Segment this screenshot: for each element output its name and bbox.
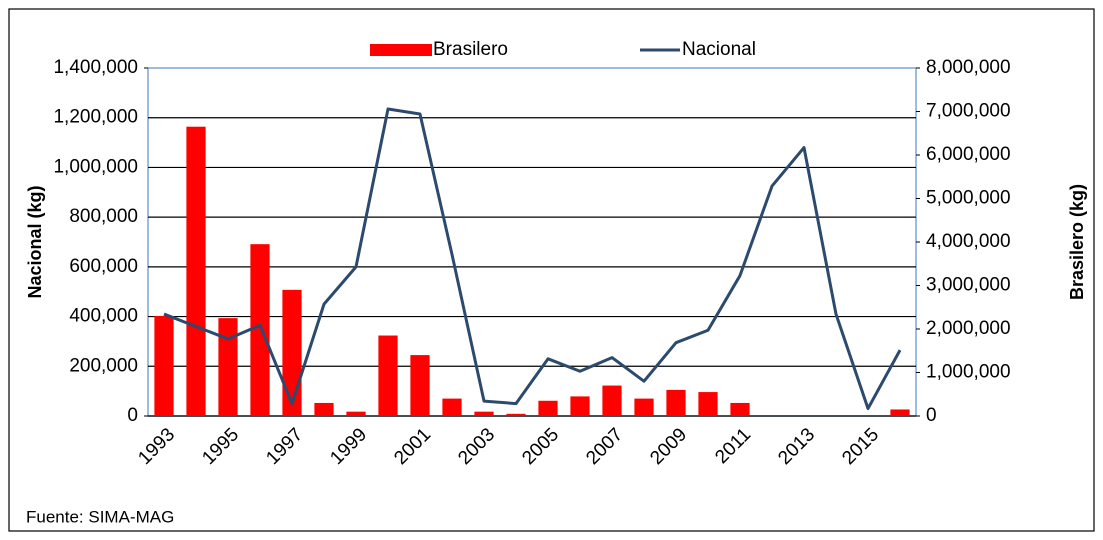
y2-tick-label: 2,000,000 [926,318,1011,339]
y2-tick-label: 3,000,000 [926,275,1011,296]
bar [506,413,526,416]
x-tick-label: 1993 [134,424,179,469]
y2-tick-label: 1,000,000 [926,362,1011,383]
y-tick-label: 600,000 [69,256,138,277]
y-axis-title: Nacional (kg) [25,185,45,298]
bar [730,402,750,416]
bar [442,398,462,416]
x-tick-label: 2015 [838,424,883,469]
bar [218,318,238,416]
y2-tick-label: 7,000,000 [926,101,1011,122]
legend-label: Nacional [682,39,756,60]
x-tick-label: 2011 [711,424,755,468]
chart-border [8,8,1095,532]
y2-tick-label: 0 [926,405,937,426]
source-note: Fuente: SIMA-MAG [26,507,174,526]
bar [890,409,910,416]
bar [698,392,718,416]
y2-tick-label: 4,000,000 [926,231,1011,252]
y2-tick-label: 6,000,000 [926,144,1011,165]
x-tick-label: 2005 [518,424,563,469]
y2-axis-title: Brasilero (kg) [1067,184,1087,300]
x-tick-label: 2009 [646,424,691,469]
y-tick-label: 400,000 [69,306,138,327]
bar [666,389,686,416]
legend-swatch [370,44,432,56]
y2-tick-label: 5,000,000 [926,188,1011,209]
x-tick-label: 1997 [262,424,307,469]
bar [250,244,270,416]
x-tick-label: 2007 [582,424,627,469]
x-tick-label: 1995 [198,424,243,469]
line [163,107,902,411]
legend-label: Brasilero [433,39,508,60]
bar [602,385,622,416]
x-tick-label: 2001 [390,424,435,469]
bar [570,396,590,416]
x-tick-label: 2013 [774,424,819,469]
y-tick-label: 1,000,000 [53,156,138,177]
bar [474,411,494,416]
bar [282,289,302,416]
y-tick-label: 1,400,000 [53,57,138,78]
bar [314,402,334,416]
bar [346,411,366,416]
y-tick-label: 200,000 [69,355,138,376]
bar [378,335,398,416]
bar [154,315,174,416]
bar [410,355,430,416]
x-tick-label: 1999 [326,424,371,469]
y-tick-label: 800,000 [69,206,138,227]
bar [538,400,558,416]
bar [186,126,206,416]
bar [634,398,654,416]
x-tick-label: 2003 [454,424,499,469]
y-tick-label: 0 [127,405,138,426]
y-tick-label: 1,200,000 [53,107,138,128]
y2-tick-label: 8,000,000 [926,57,1011,78]
